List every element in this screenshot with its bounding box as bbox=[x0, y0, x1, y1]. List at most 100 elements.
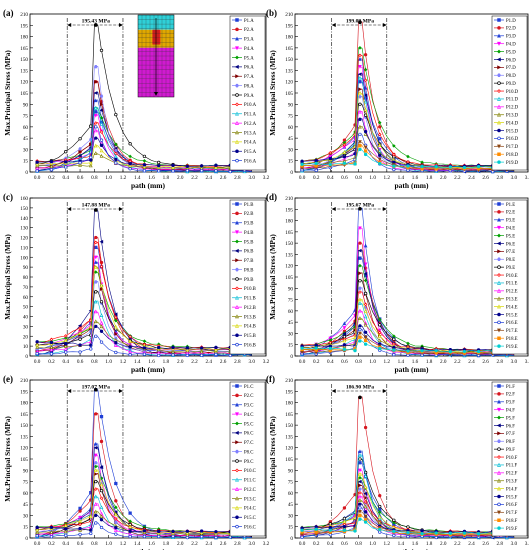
data-point bbox=[142, 339, 147, 343]
y-tick-label: 135 bbox=[20, 68, 28, 74]
data-point bbox=[462, 349, 467, 354]
y-tick-label: 195 bbox=[285, 389, 293, 395]
legend-entry: P5.E bbox=[506, 234, 515, 239]
data-point bbox=[94, 235, 98, 240]
data-point bbox=[49, 347, 54, 352]
data-point bbox=[94, 472, 98, 476]
data-point bbox=[377, 516, 382, 521]
x-tick-label: 0.4 bbox=[327, 541, 334, 547]
x-tick-label: 1.8 bbox=[163, 359, 170, 365]
legend-entry: P8.A bbox=[244, 84, 254, 89]
y-tick-label: 130 bbox=[20, 226, 28, 232]
legend-entry: P13.D bbox=[506, 114, 519, 119]
panel-c: (c) 0 10 20 30 40 50 60 70 80 90 100 110 120 130 140 150… bbox=[3, 192, 270, 374]
data-point bbox=[377, 520, 382, 525]
data-point bbox=[342, 528, 347, 532]
data-point bbox=[99, 48, 104, 53]
legend-entry: P3.D bbox=[506, 35, 516, 40]
data-point bbox=[392, 144, 396, 148]
legend-entry: P16.E bbox=[506, 321, 518, 326]
legend-swatch-marker bbox=[496, 241, 501, 246]
y-tick-label: 165 bbox=[285, 46, 293, 52]
data-point bbox=[214, 352, 218, 357]
legend-entry: P8.C bbox=[244, 450, 253, 455]
x-tick-label: 1.2 bbox=[120, 359, 127, 365]
data-point bbox=[94, 290, 98, 294]
legend-swatch-marker bbox=[235, 74, 240, 79]
legend-entry: P10.E bbox=[506, 274, 518, 279]
data-point bbox=[64, 160, 68, 164]
data-point bbox=[78, 149, 83, 154]
data-point bbox=[199, 529, 204, 533]
data-point bbox=[78, 509, 82, 513]
data-point bbox=[114, 318, 118, 323]
data-point bbox=[64, 165, 68, 169]
data-point bbox=[89, 531, 93, 536]
peak-marker bbox=[93, 387, 98, 392]
range-arrowhead-right bbox=[382, 389, 387, 393]
legend-entry: P4.B bbox=[244, 231, 253, 236]
panel-b: (b) 0 15 30 45 60 75 90 105 120 135 150 165 180 195 210… bbox=[266, 8, 529, 190]
series-line bbox=[37, 469, 252, 535]
legend-swatch-marker bbox=[235, 468, 239, 473]
y-tick-label: 90 bbox=[288, 286, 294, 292]
x-tick-label: 0.6 bbox=[341, 175, 348, 181]
data-point bbox=[93, 502, 98, 506]
x-tick-label: 1.8 bbox=[163, 175, 170, 181]
data-point bbox=[114, 532, 118, 536]
range-arrowhead-left bbox=[67, 207, 72, 211]
legend-swatch-marker bbox=[497, 288, 501, 293]
data-point bbox=[99, 143, 104, 147]
data-point bbox=[88, 514, 93, 519]
data-point bbox=[363, 129, 368, 134]
legend-swatch-marker bbox=[497, 344, 501, 348]
data-point bbox=[114, 517, 118, 521]
data-point bbox=[434, 349, 438, 353]
data-point bbox=[93, 464, 98, 469]
peak-value-label: 147.88 MPa bbox=[82, 203, 110, 209]
peak-marker bbox=[358, 20, 362, 25]
legend-entry: P1.E bbox=[506, 203, 515, 208]
legend-swatch-marker bbox=[497, 431, 502, 436]
x-tick-label: 1.8 bbox=[426, 359, 433, 365]
y-tick-label: 165 bbox=[285, 412, 293, 418]
legend-entry: P10.D bbox=[506, 90, 519, 95]
data-point bbox=[363, 491, 368, 496]
x-tick-label: 1.2 bbox=[384, 175, 391, 181]
legend-swatch-marker bbox=[497, 273, 501, 277]
data-point bbox=[99, 239, 104, 244]
legend-swatch-marker bbox=[497, 81, 501, 85]
data-point bbox=[358, 476, 362, 480]
data-point bbox=[114, 525, 118, 530]
data-point bbox=[185, 353, 189, 358]
legend-swatch-marker bbox=[497, 144, 501, 149]
legend-entry: P2.D bbox=[506, 27, 516, 32]
x-tick-label: 1.4 bbox=[398, 175, 405, 181]
data-point bbox=[392, 167, 396, 172]
range-arrowhead-left bbox=[331, 389, 336, 393]
data-point bbox=[93, 128, 98, 133]
data-point bbox=[363, 314, 368, 319]
data-point bbox=[63, 338, 68, 343]
x-axis-label: path (mm) bbox=[395, 547, 429, 550]
data-point bbox=[363, 504, 368, 509]
y-tick-label: 120 bbox=[20, 446, 28, 452]
legend-entry: P12.C bbox=[244, 488, 256, 493]
data-point bbox=[93, 113, 98, 118]
legend-swatch-marker bbox=[497, 96, 501, 101]
y-tick-label: 20 bbox=[23, 334, 29, 340]
x-tick-label: 1.4 bbox=[398, 541, 405, 547]
legend-entry: P11.F bbox=[506, 464, 517, 469]
data-point bbox=[363, 338, 368, 343]
y-tick-label: 150 bbox=[285, 241, 293, 247]
data-point bbox=[406, 349, 410, 353]
data-point bbox=[157, 534, 161, 539]
data-point bbox=[214, 347, 218, 352]
data-point bbox=[114, 315, 118, 319]
data-point bbox=[35, 160, 39, 164]
data-point bbox=[157, 160, 161, 165]
data-point bbox=[93, 453, 98, 458]
legend-swatch-marker bbox=[497, 152, 501, 156]
legend-swatch-marker bbox=[497, 510, 501, 515]
x-tick-label: 0.6 bbox=[341, 359, 348, 365]
